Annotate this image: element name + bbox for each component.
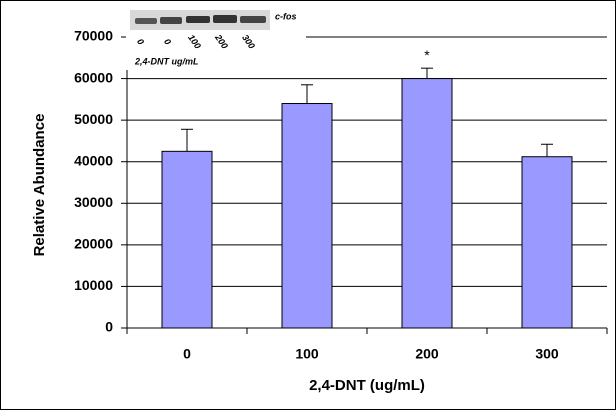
blot-band [135,18,157,24]
inset-caption: 2,4-DNT ug/mL [134,56,199,66]
annotation: * [424,47,430,63]
y-tick-label: 60000 [74,69,113,85]
inset-lane-label: 0 [162,37,173,47]
inset-lane-label: 0 [135,37,146,47]
inset-label: c-fos [275,11,297,21]
bar [281,103,333,329]
bar [401,78,453,329]
y-tick-label: 30000 [74,194,113,210]
y-tick-label: 10000 [74,277,113,293]
inset: c-fos 2,4-DNT ug/mL 0 0 100 200 300 [126,6,306,70]
y-tick-label: 40000 [74,152,113,168]
y-tick-label: 20000 [74,236,113,252]
y-tick-label: 70000 [74,28,113,44]
blot-band [186,16,210,23]
x-tick-label: 0 [183,346,191,362]
bar [521,156,573,329]
blot-band [213,15,237,23]
x-tick-label: 200 [415,346,439,362]
y-axis-title: Relative Abundance [31,114,48,257]
bar [161,150,213,329]
y-tick-label: 50000 [74,111,113,127]
x-tick-label: 100 [295,346,319,362]
y-tick-label: 0 [105,319,113,335]
x-axis-title: 2,4-DNT (ug/mL) [309,377,425,394]
blot-band [160,17,182,24]
x-tick-label: 300 [535,346,559,362]
blot-band [240,16,266,23]
